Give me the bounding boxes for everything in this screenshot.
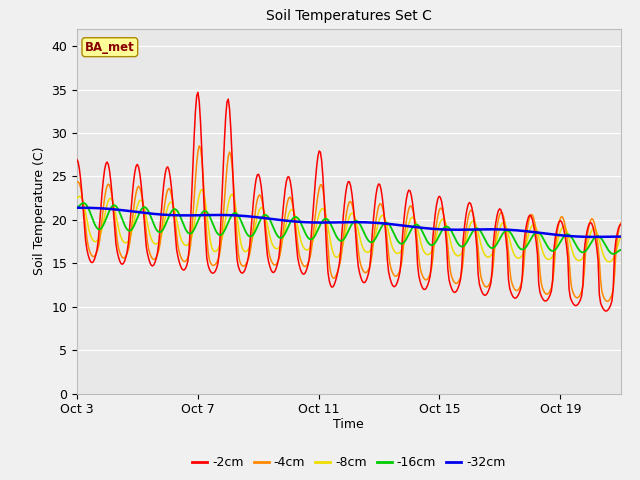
X-axis label: Time: Time bbox=[333, 418, 364, 431]
Text: BA_met: BA_met bbox=[85, 41, 134, 54]
Y-axis label: Soil Temperature (C): Soil Temperature (C) bbox=[33, 147, 45, 276]
Legend: -2cm, -4cm, -8cm, -16cm, -32cm: -2cm, -4cm, -8cm, -16cm, -32cm bbox=[187, 451, 511, 474]
Title: Soil Temperatures Set C: Soil Temperatures Set C bbox=[266, 10, 432, 24]
